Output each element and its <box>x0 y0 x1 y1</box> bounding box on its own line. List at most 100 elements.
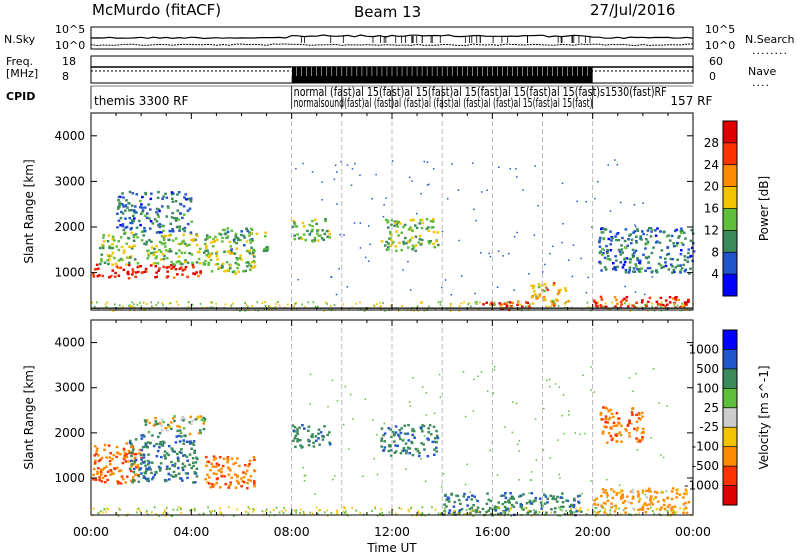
ground-scatter-pixel <box>509 507 512 510</box>
echo-pixel <box>152 476 155 479</box>
echo-pixel <box>635 301 638 304</box>
echo-pixel <box>652 497 656 501</box>
echo-pixel <box>679 253 683 256</box>
echo-pixel <box>122 228 126 232</box>
freq-label-2: [MHz] <box>6 67 39 80</box>
echo-pixel <box>165 249 168 252</box>
echo-pixel <box>592 299 596 302</box>
ground-scatter-pixel <box>295 509 298 512</box>
ground-scatter-pixel <box>303 513 306 516</box>
sparse-pixel <box>618 484 621 486</box>
echo-pixel <box>671 511 675 515</box>
echo-pixel <box>175 435 179 438</box>
echo-pixel <box>322 435 326 438</box>
echo-pixel <box>683 258 687 262</box>
echo-pixel <box>645 304 648 307</box>
echo-pixel <box>150 251 153 255</box>
echo-pixel <box>489 499 493 503</box>
sparse-pixel <box>568 410 570 412</box>
echo-pixel <box>205 237 209 240</box>
echo-pixel <box>624 268 628 272</box>
echo-pixel <box>455 494 458 497</box>
echo-pixel <box>98 246 102 250</box>
echo-pixel <box>115 245 118 248</box>
sparse-pixel <box>475 219 477 222</box>
echo-pixel <box>496 512 500 516</box>
echo-pixel <box>184 260 187 264</box>
echo-pixel <box>666 246 669 249</box>
echo-pixel <box>233 270 236 273</box>
freq-label-1: Freq. <box>6 55 34 68</box>
echo-pixel <box>427 438 430 441</box>
echo-pixel <box>601 418 604 421</box>
echo-pixel <box>128 441 132 444</box>
echo-pixel <box>435 450 438 453</box>
ground-scatter-pixel <box>575 507 577 510</box>
echo-pixel <box>537 285 541 289</box>
echo-pixel <box>129 469 133 473</box>
ground-scatter-pixel <box>277 301 279 303</box>
echo-pixel <box>657 262 661 265</box>
ground-scatter-pixel <box>344 507 346 510</box>
ground-scatter-pixel <box>101 511 104 514</box>
echo-pixel <box>164 426 168 430</box>
echo-pixel <box>134 438 138 441</box>
ground-scatter-pixel <box>228 506 230 509</box>
echo-pixel <box>598 260 601 264</box>
echo-pixel <box>162 420 165 424</box>
echo-pixel <box>186 209 190 212</box>
echo-pixel <box>601 430 605 433</box>
echo-pixel <box>571 504 574 507</box>
ground-scatter-pixel <box>295 511 297 514</box>
sparse-pixel <box>383 204 385 206</box>
ground-scatter-pixel <box>219 511 222 514</box>
echo-pixel <box>482 303 485 306</box>
sparse-pixel <box>559 477 561 479</box>
x-tick-label: 08:00 <box>274 524 310 539</box>
ground-scatter-pixel <box>379 301 381 304</box>
echo-pixel <box>130 459 133 463</box>
sparse-pixel <box>442 473 445 475</box>
echo-pixel <box>244 472 248 475</box>
echo-pixel <box>640 238 643 241</box>
sparse-pixel <box>334 475 336 477</box>
echo-pixel <box>130 231 134 235</box>
echo-pixel <box>215 462 219 465</box>
echo-pixel <box>249 268 252 271</box>
echo-pixel <box>428 242 431 245</box>
echo-pixel <box>253 469 257 473</box>
sparse-pixel <box>447 198 449 200</box>
sparse-pixel <box>666 405 668 407</box>
sparse-pixel <box>561 241 563 244</box>
echo-pixel <box>617 248 621 252</box>
echo-pixel <box>556 495 559 499</box>
echo-pixel <box>671 505 674 509</box>
ground-scatter-pixel <box>681 305 684 308</box>
sparse-pixel <box>359 174 361 176</box>
echo-pixel <box>313 239 317 242</box>
echo-pixel <box>507 500 510 503</box>
ground-scatter-pixel <box>615 506 618 509</box>
y-tick-label: 2000 <box>54 220 85 234</box>
echo-pixel <box>131 481 134 484</box>
echo-pixel <box>236 258 239 261</box>
echo-pixel <box>150 246 154 249</box>
echo-pixel <box>624 507 627 510</box>
echo-pixel <box>641 508 645 511</box>
echo-pixel <box>641 489 645 493</box>
cpid-overlap-1: normal (fast)al 15(fast)al 15(fast)al 15… <box>294 85 667 99</box>
echo-pixel <box>174 200 178 203</box>
echo-pixel <box>534 499 537 502</box>
echo-pixel <box>168 467 171 470</box>
echo-pixel <box>311 435 314 439</box>
echo-pixel <box>111 472 114 475</box>
echo-pixel <box>319 234 322 237</box>
echo-pixel <box>307 425 311 428</box>
echo-pixel <box>312 441 315 444</box>
echo-pixel <box>611 437 614 440</box>
echo-pixel <box>600 504 603 507</box>
sparse-pixel <box>548 378 551 381</box>
echo-pixel <box>92 275 96 278</box>
echo-pixel <box>617 238 621 242</box>
